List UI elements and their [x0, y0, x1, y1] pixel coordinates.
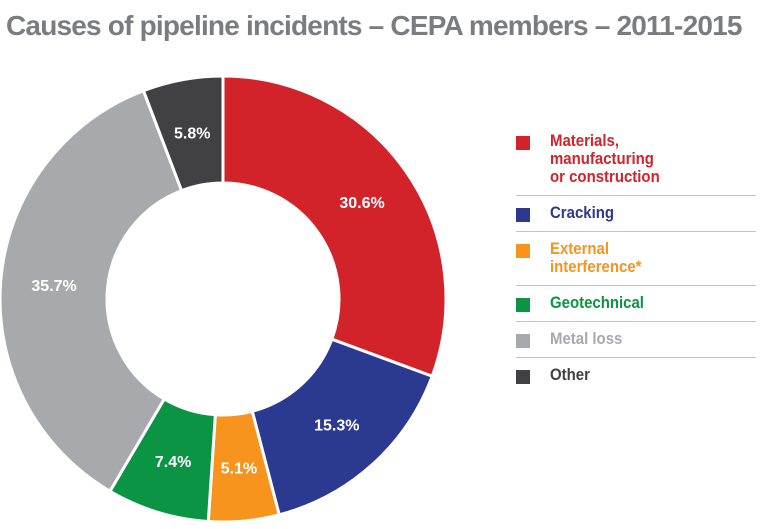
legend-item: Metal loss — [516, 322, 756, 358]
legend-swatch — [516, 334, 530, 348]
legend-item: Geotechnical — [516, 286, 756, 322]
legend-swatch — [516, 370, 530, 384]
donut-chart: 30.6% 15.3% 5.1% 7.4% 35.7% 5.8% — [0, 74, 448, 524]
legend-item: Other — [516, 358, 756, 393]
legend: Materials, manufacturing or construction… — [516, 124, 756, 393]
slice-6 — [141, 74, 225, 193]
slice-label-3: 5.1% — [221, 461, 257, 478]
legend-label: Cracking — [550, 203, 615, 222]
legend-label: Metal loss — [550, 329, 623, 348]
legend-label: Other — [550, 365, 590, 384]
legend-swatch — [516, 244, 530, 258]
legend-item: Cracking — [516, 196, 756, 232]
legend-swatch — [516, 208, 530, 222]
slice-label-5: 35.7% — [31, 278, 76, 295]
slice-label-2: 15.3% — [314, 418, 359, 435]
slice-label-1: 30.6% — [339, 195, 384, 212]
legend-label: Geotechnical — [550, 293, 644, 312]
legend-swatch — [516, 136, 530, 150]
slice-5 — [0, 88, 184, 494]
legend-item: External interference* — [516, 232, 756, 286]
slice-label-4: 7.4% — [155, 454, 191, 471]
legend-item: Materials, manufacturing or construction — [516, 124, 756, 196]
slice-label-6: 5.8% — [174, 125, 210, 142]
slice-1 — [221, 74, 448, 379]
chart-title: Causes of pipeline incidents – CEPA memb… — [6, 10, 742, 41]
legend-swatch — [516, 298, 530, 312]
legend-label: Materials, manufacturing or construction — [550, 131, 660, 186]
slice-2 — [250, 337, 435, 517]
legend-label: External interference* — [550, 239, 642, 276]
